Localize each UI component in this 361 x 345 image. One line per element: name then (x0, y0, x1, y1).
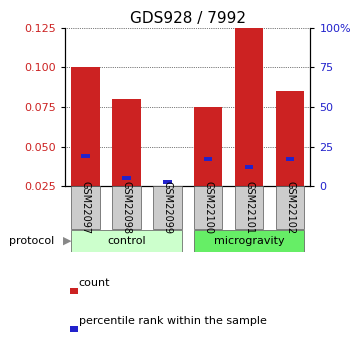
Bar (276, 91, 304, 186)
Text: percentile rank within the sample: percentile rank within the sample (79, 316, 267, 326)
Title: GDS928 / 7992: GDS928 / 7992 (130, 11, 246, 27)
Bar (245, 165, 253, 169)
Text: GSM22097: GSM22097 (81, 181, 91, 234)
Bar (112, 99, 141, 186)
Bar (194, 230, 304, 252)
Bar (204, 157, 213, 161)
Text: GSM22102: GSM22102 (285, 181, 295, 234)
Bar (153, 186, 182, 229)
Text: control: control (107, 236, 145, 246)
Text: ▶: ▶ (63, 236, 72, 246)
Bar (194, 186, 222, 229)
Bar (122, 176, 131, 180)
Bar (286, 157, 294, 161)
Bar (81, 154, 90, 158)
Text: protocol: protocol (9, 236, 58, 246)
Bar (163, 179, 171, 184)
Text: GSM22101: GSM22101 (244, 181, 254, 234)
Bar (70, 288, 78, 294)
Text: count: count (79, 278, 110, 288)
Bar (71, 67, 100, 186)
Text: microgravity: microgravity (214, 236, 284, 246)
Bar (276, 186, 304, 229)
Text: GSM22098: GSM22098 (121, 181, 131, 234)
Bar (71, 186, 100, 229)
Bar (194, 107, 222, 186)
Bar (70, 326, 78, 332)
Bar (71, 230, 182, 252)
Bar (112, 186, 141, 229)
Bar (235, 186, 264, 229)
Text: GSM22100: GSM22100 (203, 181, 213, 234)
Bar (235, 28, 264, 186)
Text: GSM22099: GSM22099 (162, 181, 172, 234)
